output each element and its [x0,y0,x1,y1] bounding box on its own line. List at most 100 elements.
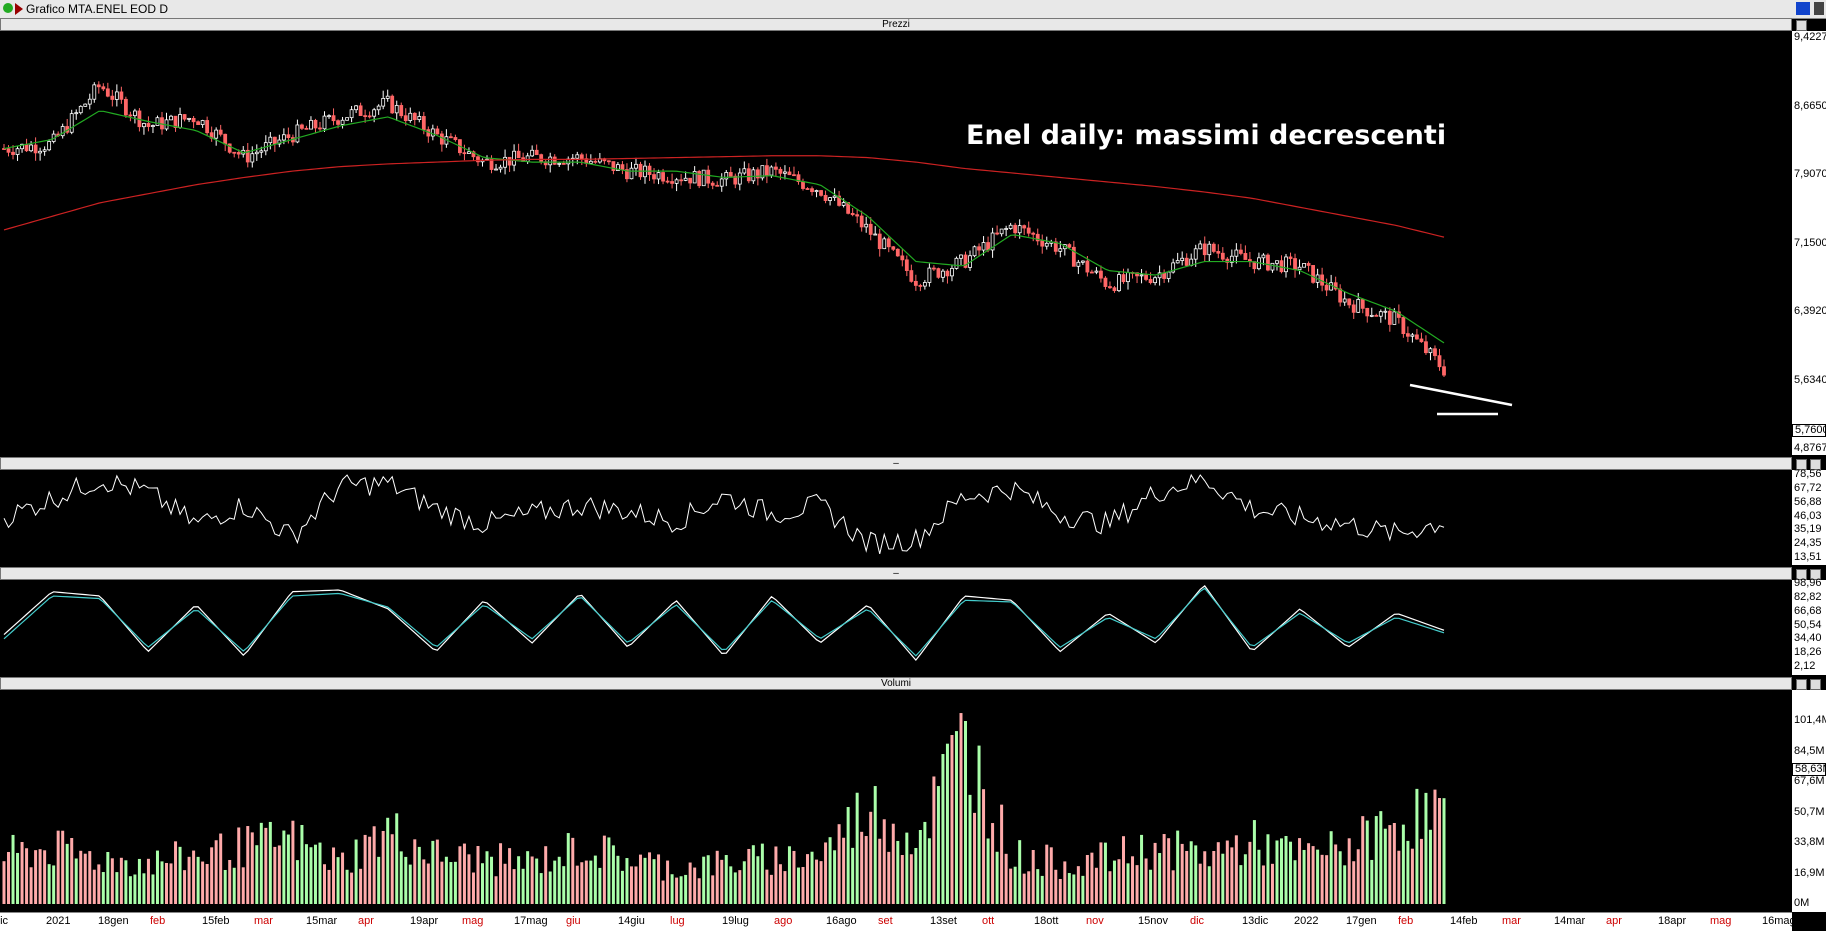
volume-bar [932,776,936,904]
play-icon[interactable] [15,3,23,15]
volume-bar [557,856,561,904]
candle-body [498,166,503,170]
chart-annotation: Enel daily: massimi decrescenti [966,120,1447,151]
candle-body [1424,341,1428,354]
candle-body [552,156,557,165]
candle-body [769,166,774,176]
panel-close-button[interactable] [1810,569,1821,580]
panel-close-button[interactable] [1810,459,1821,470]
volume-bar [792,850,796,904]
volume-bar [1270,863,1274,904]
candle-body [105,88,110,97]
volume-bar [372,826,376,904]
volume-bar [1433,789,1437,904]
volume-bar [1018,840,1022,904]
panel-minimize-button[interactable] [1796,459,1807,470]
volume-bar [155,850,159,904]
candle-body [142,123,146,128]
volume-bar [1153,842,1157,904]
volume-bar [1234,835,1238,904]
volume-bar [666,860,670,904]
price-tick-label: 5,6340 [1794,373,1826,386]
candle-body [196,121,201,125]
candle-body [191,117,196,123]
candle-body [399,105,404,117]
x-tick-label: lug [670,915,685,927]
candle-body [1225,258,1230,263]
volume-bar [74,858,78,904]
volume-bar [300,824,304,904]
volume-bar [801,867,805,904]
candle-body [448,136,453,139]
candle-body [1428,348,1433,354]
volume-bar [273,846,277,904]
x-tick-label: feb [150,915,166,927]
volume-bar [219,833,223,904]
candle-body [29,144,33,152]
volume-bar [88,851,92,904]
volume-bar [936,786,940,904]
price-panel-title: Prezzi [882,19,910,30]
panel-close-button[interactable] [1810,679,1821,690]
volume-bar [25,848,29,904]
volume-bar [602,835,606,904]
volume-bar [110,858,114,904]
volume-bar [291,820,295,904]
candle-body [110,95,115,100]
volume-bar [778,864,782,904]
maximize-icon[interactable] [1796,2,1810,15]
volume-bar [512,869,516,904]
volume-panel-title: Volumi [880,678,911,689]
candle-body [737,172,742,185]
close-icon[interactable] [1814,2,1824,15]
candle-body [787,171,792,176]
candle-body [918,285,923,287]
volume-bar [643,857,647,904]
volume-bar [295,860,299,904]
candle-body [1405,333,1410,337]
candle-body [819,190,823,196]
volume-bar [526,851,530,904]
volume-bar [1352,861,1356,904]
panel-minimize-button[interactable] [1796,569,1807,580]
volume-bar [165,862,169,904]
panel-minimize-button[interactable] [1796,679,1807,690]
candle-body [1184,257,1189,266]
candle-body [200,120,205,125]
volume-bar [228,859,232,904]
volume-bar [1361,816,1365,904]
x-tick-label: 15nov [1138,915,1168,927]
volume-bar [1081,875,1085,904]
candle-body [1288,256,1293,259]
candle-body [345,117,349,121]
volume-bar [869,811,873,904]
volume-bar [991,823,995,904]
candle-body [462,152,467,155]
candle-body [385,95,390,99]
candle-body [439,133,444,145]
volume-bar [368,836,372,904]
rsi-tick-label: 35,19 [1794,523,1822,536]
candle-body [1216,251,1221,254]
candle-body [674,179,679,184]
candle-body [746,168,751,182]
volume-bar [1171,870,1175,904]
panel-close-button[interactable] [1796,20,1807,31]
volume-bar [796,867,800,904]
candle-body [616,164,620,171]
x-tick-label: set [878,915,893,927]
candle-body [606,160,611,163]
volume-bar [711,875,715,904]
candle-body [92,84,97,100]
candle-body [259,150,264,153]
volume-bar [413,839,417,904]
candle-body [697,171,702,187]
volume-bar [237,827,241,904]
candle-body [837,195,842,206]
volume-bar [747,848,751,904]
rsi-line [3,473,1445,554]
volume-bar [914,847,918,904]
candle-body [1369,314,1374,317]
candle-body [593,160,598,163]
volume-bar [146,858,150,904]
